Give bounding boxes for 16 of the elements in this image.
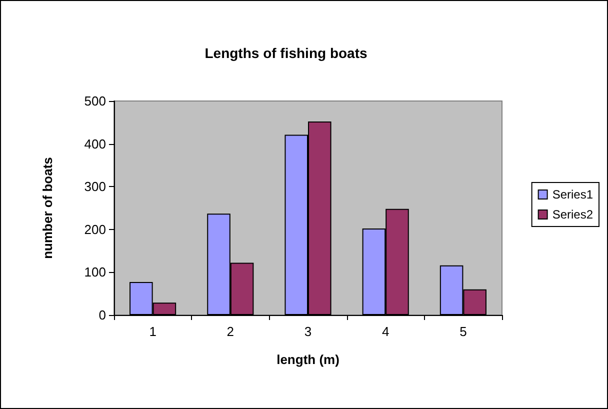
legend-label: Series2: [552, 208, 594, 222]
x-axis-title: length (m): [276, 352, 340, 367]
x-tick-label: 1: [149, 324, 156, 339]
y-axis-title: number of boats: [40, 157, 55, 259]
x-tick-label: 3: [304, 324, 312, 339]
legend-label: Series1: [552, 188, 594, 202]
y-tick-label: 400: [84, 136, 106, 152]
x-tick-label: 5: [460, 324, 467, 339]
y-tick-label: 200: [84, 222, 106, 237]
y-tick-label: 500: [84, 94, 106, 108]
y-tick-label: 300: [84, 179, 106, 194]
x-tick-label: 4: [382, 324, 390, 339]
y-tick-label: 100: [84, 264, 106, 280]
chart-title: Lengths of fishing boats: [204, 45, 368, 61]
x-tick-label: 2: [226, 324, 234, 339]
y-tick-label: 0: [98, 308, 106, 322]
